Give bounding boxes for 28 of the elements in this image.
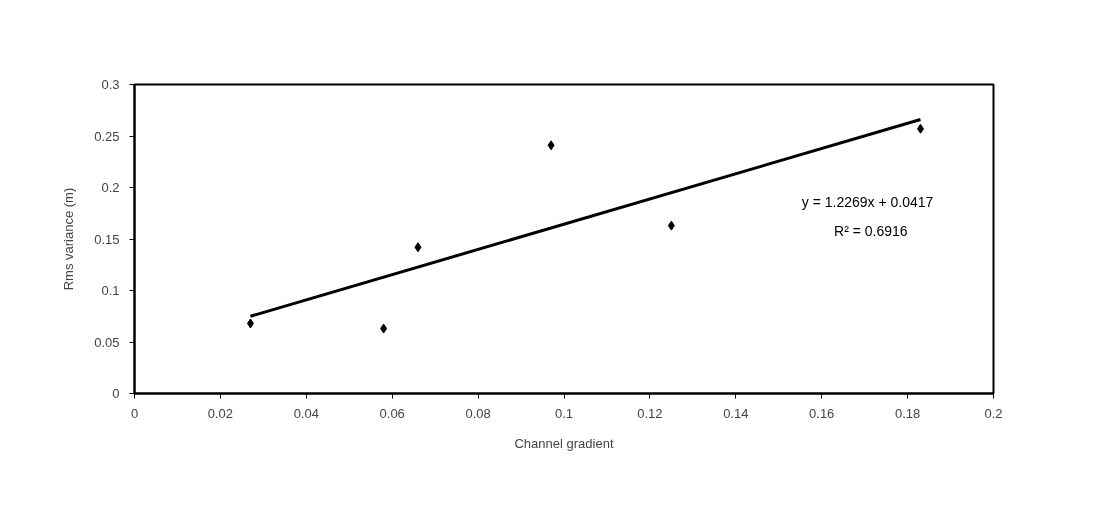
y-axis-title: Rms variance (m) <box>61 187 77 291</box>
point <box>667 220 675 231</box>
annotation: y = 1.2269x + 0.0417 <box>801 194 934 211</box>
point <box>414 242 422 253</box>
x-tick-label: 0.04 <box>293 405 319 421</box>
y-tick-label: 0.25 <box>94 128 120 144</box>
x-tick-label: 0.06 <box>379 405 405 421</box>
x-tick-label: 0.02 <box>207 405 234 421</box>
y-tick-label: 0.05 <box>94 334 120 350</box>
point <box>380 323 388 334</box>
point <box>916 123 924 134</box>
point <box>246 318 254 329</box>
y-tick-label: 0 <box>112 386 120 401</box>
x-tick-label: 0.2 <box>984 405 1003 421</box>
x-tick-label: 0.08 <box>465 405 491 421</box>
y-tick-label: 0.2 <box>101 180 120 195</box>
annotation: R² = 0.6916 <box>834 223 908 239</box>
x-axis-title: Channel gradient <box>514 435 614 451</box>
x-tick-label: 0.12 <box>637 405 663 421</box>
x-tick-label: 0.16 <box>809 405 835 421</box>
x-tick-label: 0.1 <box>554 405 574 421</box>
y-tick-label: 0.3 <box>101 77 120 92</box>
y-tick-label: 0.15 <box>94 231 120 247</box>
point <box>547 140 555 151</box>
x-tick-label: 0.18 <box>894 405 921 421</box>
x-tick-label: 0 <box>130 405 139 421</box>
y-tick-label: 0.1 <box>101 283 120 298</box>
x-tick-label: 0.14 <box>723 405 749 421</box>
